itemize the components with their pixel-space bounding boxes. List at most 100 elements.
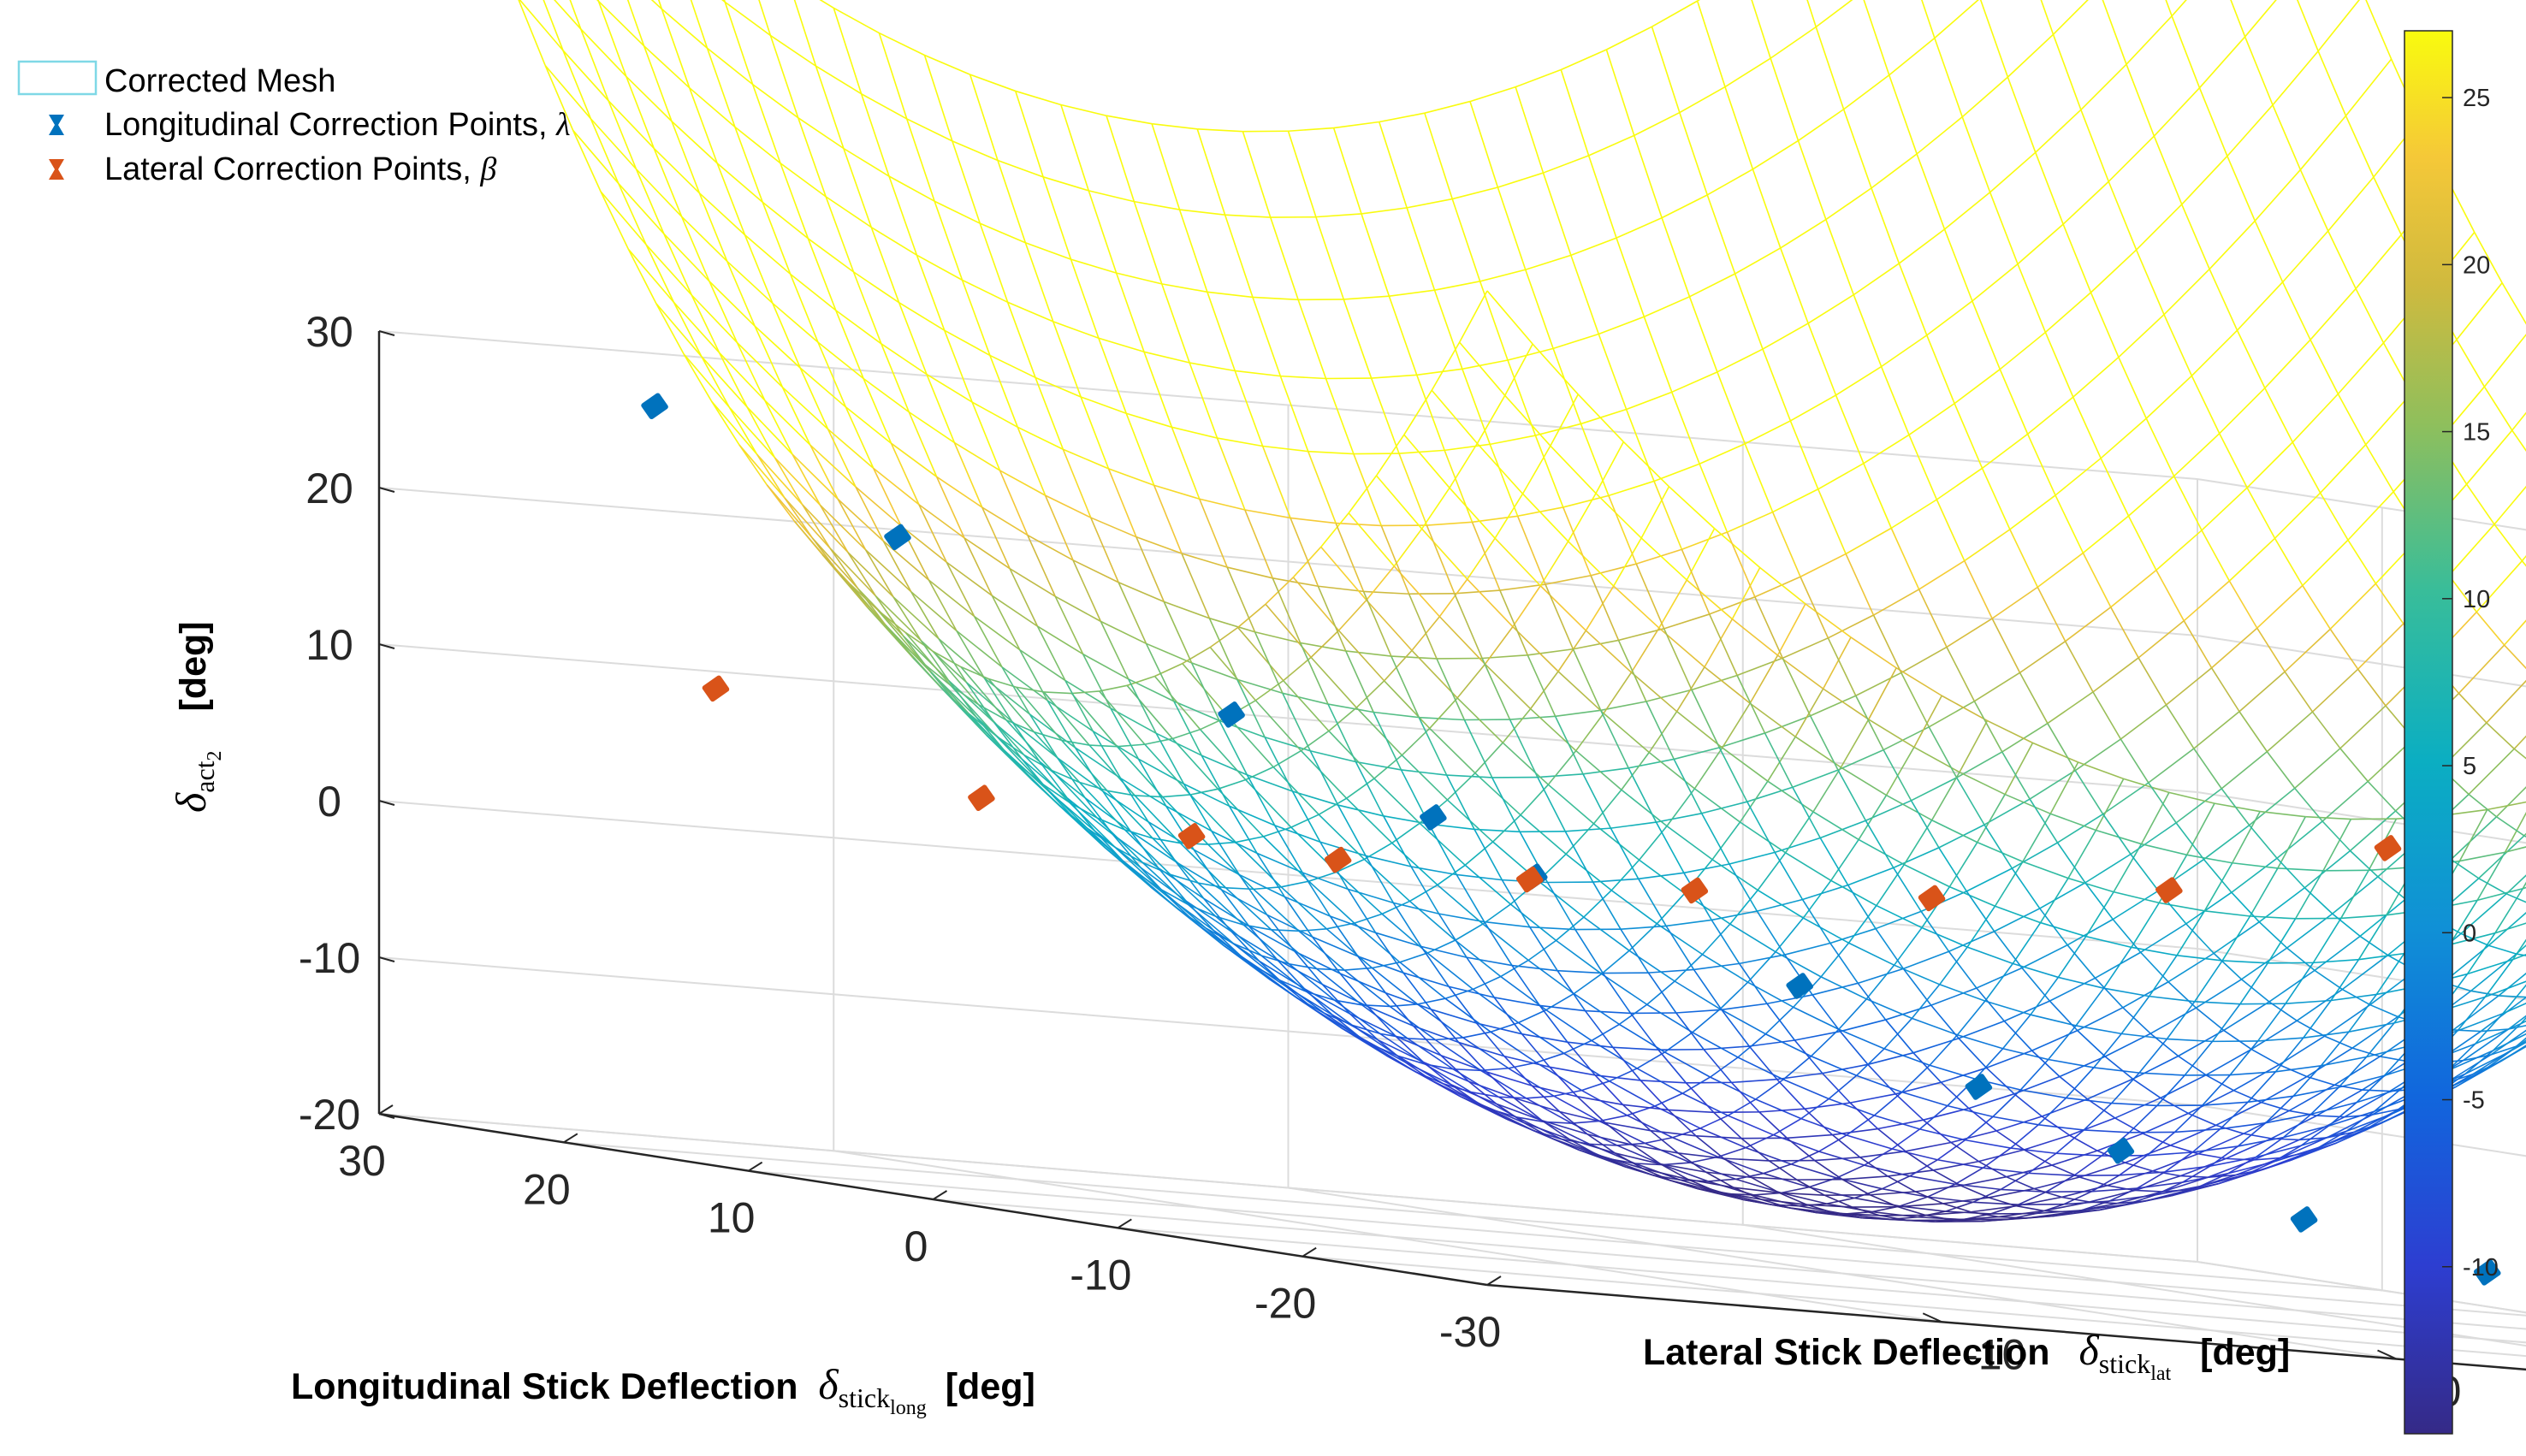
mesh-line [1531,1085,1561,1113]
mesh-line [2274,492,2321,539]
mesh-line [1526,1095,1555,1099]
mesh-line [1602,973,1632,1014]
mesh-line [710,400,740,446]
mesh-line [1956,751,2003,778]
mesh-line [916,254,946,331]
z-tick-label: 0 [317,778,341,826]
mesh-line [946,561,993,596]
mesh-line [1650,1130,1679,1154]
mesh-line [1345,650,1374,713]
mesh-line [2271,1115,2317,1139]
mesh-line [2173,1104,2203,1133]
mesh-line [885,624,914,659]
mesh-line [1102,790,1149,823]
lateral-point [1177,823,1206,849]
mesh-line [653,147,700,194]
mesh-line [2049,813,2096,832]
mesh-line [2175,822,2205,861]
mesh-line [1497,186,1527,270]
mesh-line [2267,918,2297,964]
mesh-line [2304,849,2351,889]
mesh-line [1310,656,1357,708]
mesh-line [1620,928,1650,974]
mesh-line [2079,1176,2108,1187]
mesh-line [1411,649,1458,699]
mesh-line [1343,969,1390,1008]
mesh-line [1419,716,1465,721]
mesh-line [2265,1095,2294,1124]
mesh-line [1244,509,1273,579]
colorbar-tick-label: 20 [2463,252,2490,279]
mesh-line [1300,750,1348,799]
mesh-line [2154,1181,2183,1196]
mesh-line [1063,448,1109,470]
mesh-line [965,682,995,724]
mesh-line [2495,786,2526,818]
mesh-line [1645,689,1693,702]
mesh-line [2064,641,2094,693]
mesh-line [1875,910,1922,930]
mesh-line [572,129,620,184]
mesh-line [2137,1181,2183,1189]
mesh-line [1804,1108,1833,1136]
mesh-line [1595,441,1625,494]
mesh-line [2052,0,2089,35]
mesh-line [2310,339,2339,394]
mesh-line [1529,671,1559,710]
mesh-line [2357,914,2387,961]
mesh-line [1469,86,1516,103]
mesh-line [1551,1137,1580,1151]
corrected-mesh-surface [518,0,2526,1222]
mesh-line [1770,26,1817,59]
mesh-line [2311,668,2359,713]
mesh-line [2049,761,2079,814]
mesh-line [2044,332,2074,398]
mesh-line [2092,691,2122,740]
mesh-line [2003,1000,2050,1022]
mesh-line [2004,743,2034,795]
mesh-line [1052,321,1082,398]
mesh-line [1381,913,1428,954]
mesh-line [2049,977,2096,1002]
mesh-line [1644,296,1690,318]
mesh-line [2331,993,2377,1002]
mesh-line [1485,1071,1533,1086]
mesh-line [1987,719,2033,744]
mesh-line [1372,967,1419,1005]
mesh-line [1971,1210,1999,1218]
mesh-line [1141,861,1189,905]
mesh-line [2138,657,2167,706]
mesh-line [1031,778,1060,807]
mesh-line [926,374,956,443]
mesh-line [1088,190,1118,274]
mesh-line [2494,922,2526,934]
mesh-line [2299,115,2347,170]
mesh-line [1621,752,1650,790]
mesh-line [1396,1055,1444,1085]
mesh-line [2040,921,2086,938]
mesh-line [1515,1116,1545,1123]
mesh-line [1343,299,1373,379]
colorbar-tick-label: 25 [2463,85,2490,112]
mesh-line [1226,566,1256,633]
mesh-line [2223,1029,2252,1051]
mesh-line [1731,567,1761,620]
mesh-line [2112,919,2142,953]
mesh-line [1782,1056,1812,1080]
mesh-line [1537,772,1584,778]
mesh-line [1307,450,1354,455]
longitudinal-point [1786,973,1813,999]
mesh-line [650,0,662,10]
mesh-line [1474,742,1503,774]
mesh-line [2483,386,2513,431]
mesh-line [2205,1074,2234,1092]
mesh-line [1849,1093,1896,1104]
mesh-line [2126,63,2155,137]
mesh-line [1604,1122,1651,1132]
mesh-line [1051,769,1080,784]
mesh-line [2463,1054,2492,1062]
y-tick-mark [1922,1312,1942,1323]
mesh-line [1379,112,1426,123]
mesh-line [1433,289,1463,370]
mesh-line [2481,1028,2509,1033]
